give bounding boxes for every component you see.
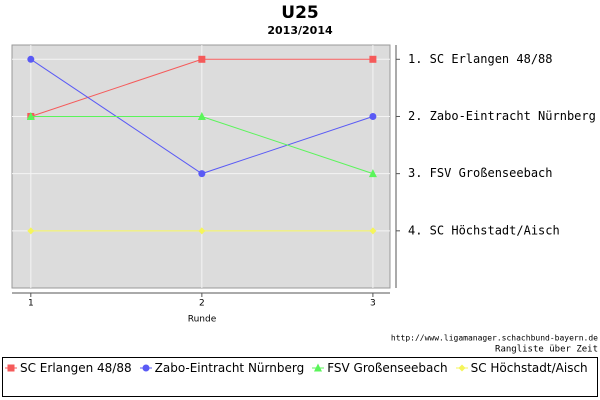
legend-item: Zabo-Eintracht Nürnberg [138, 358, 305, 377]
y-tick-label: 2. Zabo-Eintracht Nürnberg [408, 109, 596, 123]
marker [369, 55, 377, 63]
marker [369, 112, 377, 120]
x-tick-label: 3 [370, 299, 376, 309]
marker [458, 364, 466, 371]
marker [198, 227, 206, 235]
footer: Rangliste über Zeit [495, 345, 598, 355]
legend-item: SC Höchstadt/Aisch [454, 358, 588, 377]
marker [314, 363, 323, 371]
y-tick-label: 4. SC Höchstadt/Aisch [408, 223, 560, 237]
marker [27, 227, 35, 235]
marker [369, 227, 377, 235]
legend-swatch [5, 364, 17, 371]
legend-label: FSV Großenseebach [327, 360, 448, 375]
marker [26, 111, 35, 120]
legend-item: SC Erlangen 48/88 [3, 358, 132, 377]
legend-label: SC Höchstadt/Aisch [470, 360, 588, 375]
x-axis-label: Runde [188, 315, 217, 325]
source: http://www.ligamanager.schachbund-bayern… [391, 334, 598, 343]
y-tick-label: 1. SC Erlangen 48/88 [408, 52, 553, 66]
marker [198, 55, 206, 63]
legend-item: FSV Großenseebach [310, 358, 448, 377]
marker [7, 364, 15, 371]
x-tick-label: 2 [199, 299, 205, 309]
marker [142, 364, 150, 371]
legend-swatch [139, 364, 152, 371]
chart: U25 2013/2014 Runde http://www.ligamanag… [11, 3, 598, 355]
legend-swatch [312, 363, 325, 371]
marker [197, 111, 206, 120]
legend-label: SC Erlangen 48/88 [20, 360, 132, 375]
legend: SC Erlangen 48/88 Zabo-Eintracht Nürnberg… [2, 357, 598, 397]
legend-label: Zabo-Eintracht Nürnberg [154, 360, 305, 375]
marker [27, 55, 35, 63]
chart-title: U25 [281, 3, 318, 23]
plot-area [11, 44, 391, 289]
legend-swatch [455, 364, 468, 371]
chart-subtitle: 2013/2014 [267, 24, 333, 37]
y-tick-label: 3. FSV Großenseebach [408, 166, 553, 180]
marker [368, 169, 377, 178]
x-tick-label: 1 [28, 299, 34, 309]
marker [198, 170, 206, 178]
